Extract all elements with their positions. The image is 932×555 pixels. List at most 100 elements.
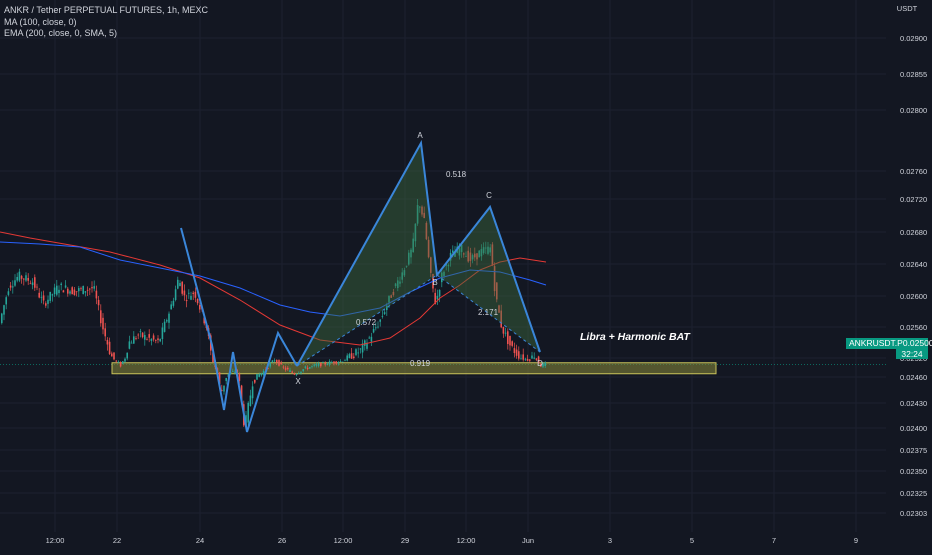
candle [133, 331, 135, 344]
candle-body [298, 373, 300, 374]
candle-body [223, 385, 225, 392]
candle-body [425, 222, 428, 240]
price-axis-bg [886, 0, 932, 550]
candle-body [509, 335, 511, 346]
candle [496, 282, 498, 303]
candle [364, 339, 366, 351]
ma-indicator-label[interactable]: MA (100, close, 0) [4, 16, 77, 27]
candle [465, 251, 467, 257]
candle-body [537, 356, 540, 364]
candle [256, 373, 258, 380]
candle [97, 295, 100, 311]
candle [311, 365, 313, 369]
candle-body [36, 286, 38, 288]
candle [493, 262, 496, 297]
candle-body [443, 271, 445, 277]
candle-body [515, 349, 518, 356]
candle-body [339, 361, 342, 362]
candle [507, 328, 509, 350]
candle-body [320, 363, 322, 367]
candle-body [135, 338, 137, 339]
ema-indicator-label[interactable]: EMA (200, close, 0, SMA, 5) [4, 28, 118, 38]
candle [117, 360, 120, 364]
candle-body [491, 244, 494, 266]
candle-body [390, 295, 392, 298]
candle-body [460, 244, 463, 252]
candle-body [89, 288, 91, 290]
price-axis-tick: 0.02640 [900, 260, 927, 269]
symbol-title: ANKR / Tether PERPETUAL FUTURES, 1h, MEX… [4, 5, 209, 15]
candle-body [106, 339, 109, 345]
candle-body [7, 291, 10, 295]
candle [390, 294, 392, 298]
candle-body [317, 363, 320, 366]
candle [262, 369, 265, 377]
candle [370, 332, 373, 346]
candle-body [137, 334, 139, 336]
candle [128, 335, 131, 350]
candle [221, 384, 223, 392]
pattern-point-label-b: B [432, 278, 437, 287]
candle-body [383, 312, 386, 314]
candle-body [1, 313, 3, 324]
candle [185, 294, 188, 308]
pattern-point-label-c: C [486, 191, 492, 200]
candle-body [45, 303, 47, 306]
candle-body [18, 271, 21, 281]
time-axis-tick: 7 [772, 536, 776, 545]
candle [115, 360, 117, 363]
candle-body [350, 353, 353, 359]
candle [533, 352, 535, 360]
candle-body [141, 332, 144, 338]
candle-body [148, 334, 150, 338]
candle-body [430, 257, 432, 273]
candle [67, 286, 69, 297]
candle [148, 329, 150, 343]
candle [251, 381, 254, 405]
candle [60, 282, 62, 291]
candle-body [337, 362, 340, 364]
time-axis-tick: 24 [196, 536, 204, 545]
candle [89, 287, 91, 296]
candle [159, 338, 161, 343]
candle [56, 279, 58, 297]
candle [537, 355, 540, 364]
candle-body [344, 360, 346, 362]
candle-body [267, 368, 269, 369]
price-axis-tick: 0.02560 [900, 323, 927, 332]
candle-body [111, 353, 113, 357]
candle [333, 361, 335, 366]
ma-line [0, 241, 547, 317]
candle [320, 362, 322, 368]
candle-body [511, 341, 513, 346]
candle [157, 335, 159, 344]
candle-body [467, 250, 469, 262]
candle-body [172, 300, 175, 306]
candle [361, 339, 364, 359]
candle [78, 285, 80, 298]
candle [282, 365, 285, 370]
candle [478, 250, 480, 258]
candle-body [377, 326, 379, 328]
candle-body [174, 289, 177, 300]
candle-body [232, 371, 234, 372]
candle-body [315, 364, 318, 366]
candle [27, 273, 29, 285]
candle [300, 371, 302, 375]
candle-body [522, 354, 524, 360]
candle [20, 274, 23, 284]
candle [315, 362, 318, 368]
time-axis-bg [0, 532, 886, 550]
candle [381, 310, 384, 319]
candle-body [438, 289, 441, 297]
candle [113, 352, 115, 361]
candle [427, 236, 430, 259]
candle-body [436, 295, 439, 300]
candle-body [324, 362, 326, 365]
candle-body [161, 327, 164, 339]
candle-body [78, 288, 80, 292]
candle [280, 360, 282, 365]
candle-body [181, 281, 183, 294]
